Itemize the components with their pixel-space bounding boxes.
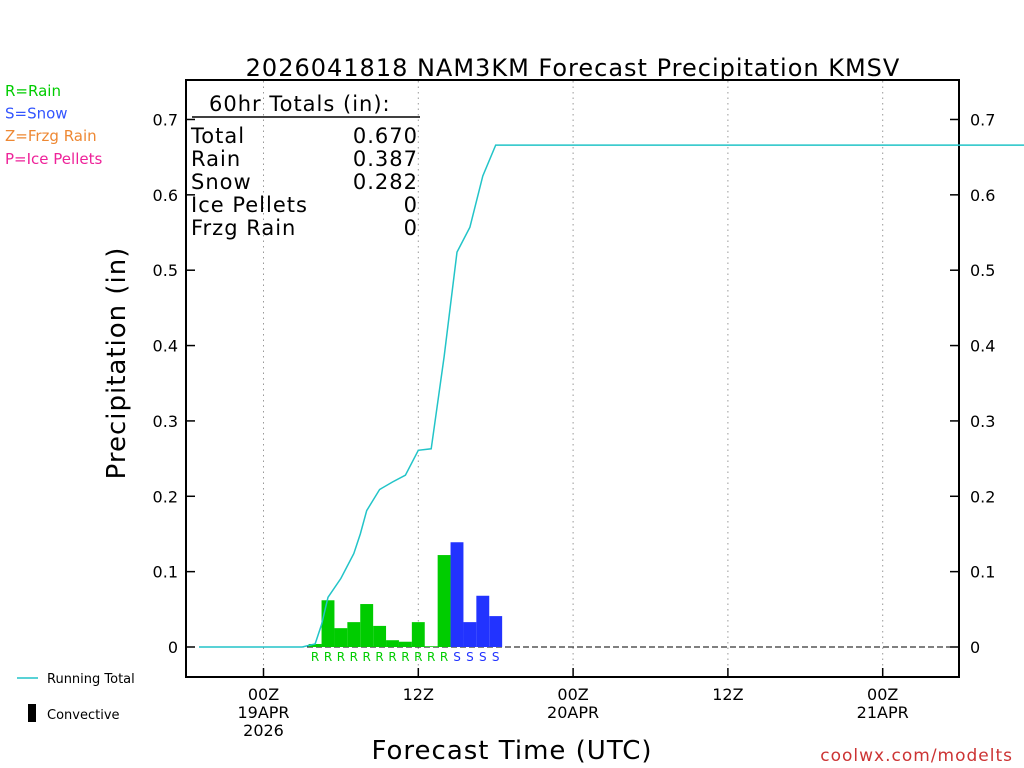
precip-bar	[424, 646, 438, 647]
precip-bar	[476, 595, 490, 647]
convective-legend-label: Convective	[47, 708, 120, 723]
precip-type-marker: R	[311, 650, 319, 664]
y-tick-label-right: 0.2	[970, 487, 995, 506]
y-tick-label-right: 0.7	[970, 110, 995, 129]
x-tick-label: 00Z	[248, 685, 279, 704]
totals-row-value: 0	[404, 193, 418, 217]
precip-bar	[334, 628, 348, 647]
totals-row-value: 0	[404, 216, 418, 240]
x-axis-label: Forecast Time (UTC)	[371, 736, 652, 766]
precip-bar	[489, 616, 503, 647]
legend-type-label: S=Snow	[5, 105, 68, 123]
y-axis-label: Precipitation (in)	[102, 247, 132, 480]
running-total-series	[199, 144, 1024, 648]
running-total-legend: Running Total	[17, 672, 135, 687]
precip-bar	[347, 622, 361, 647]
totals-row-value: 0.670	[353, 124, 418, 148]
x-tick-label: 21APR	[857, 703, 909, 722]
watermark: coolwx.com/modelts	[820, 746, 1013, 766]
y-tick-label-left: 0.3	[153, 412, 178, 431]
precip-type-marker: R	[388, 650, 396, 664]
y-tick-label-left: 0.2	[153, 487, 178, 506]
totals-row-label: Ice Pellets	[191, 193, 308, 217]
precip-type-marker: R	[363, 650, 371, 664]
totals-row-value: 0.387	[353, 147, 418, 171]
totals-box: 60hr Totals (in): Total 0.670 Rain 0.387 Sno…	[190, 92, 420, 240]
x-tick-label: 00Z	[557, 685, 588, 704]
precip-type-marker: R	[350, 650, 358, 664]
precip-bar	[321, 600, 335, 647]
y-tick-label-left: 0.7	[153, 110, 178, 129]
running-total-line	[199, 144, 1024, 648]
convective-legend: Convective	[28, 704, 120, 723]
y-axis-ticks: 0 00.1 0.10.2 0.20.3 0.30.4 0.40.5 0.50.6 0.60.…	[153, 110, 996, 657]
y-tick-label-right: 0	[970, 638, 980, 657]
y-tick-label-right: 0.1	[970, 563, 995, 582]
x-tick-label: 12Z	[403, 685, 434, 704]
y-tick-label-left: 0.5	[153, 261, 178, 280]
y-tick-label-right: 0.3	[970, 412, 995, 431]
precip-type-marker: S	[492, 650, 500, 664]
plot-frame	[185, 79, 960, 678]
y-tick-label-right: 0.6	[970, 186, 995, 205]
precip-type-marker: R	[440, 650, 448, 664]
precip-type-marker: R	[401, 650, 409, 664]
totals-row-label: Rain	[191, 147, 241, 171]
precip-type-marker: R	[427, 650, 435, 664]
chart-title: 2026041818 NAM3KM Forecast Precipitation…	[246, 54, 901, 82]
precip-bar	[308, 643, 322, 647]
precip-bar	[411, 622, 425, 647]
precip-bar	[450, 542, 464, 647]
precip-bar	[386, 640, 399, 647]
running-total-legend-label: Running Total	[47, 672, 135, 687]
y-tick-label-right: 0.5	[970, 261, 995, 280]
y-tick-label-left: 0.1	[153, 563, 178, 582]
legend-type-label: P=Ice Pellets	[5, 150, 102, 168]
precip-type-marker: R	[375, 650, 383, 664]
precip-type-marker: S	[479, 650, 487, 664]
x-tick-label: 2026	[243, 721, 284, 740]
totals-row-label: Snow	[191, 170, 252, 194]
precip-type-marker: S	[466, 650, 474, 664]
grid-lines	[199, 81, 959, 676]
precip-type-marker: R	[414, 650, 422, 664]
y-tick-label-left: 0	[168, 638, 178, 657]
y-tick-label-left: 0.4	[153, 337, 178, 356]
precip-bars	[308, 542, 503, 647]
precip-bar	[398, 641, 412, 647]
convective-legend-swatch	[28, 704, 36, 722]
precip-bar	[437, 555, 451, 647]
totals-row-label: Frzg Rain	[191, 216, 296, 240]
precip-type-marker: S	[453, 650, 461, 664]
totals-row-value: 0.282	[353, 170, 418, 194]
x-tick-label: 20APR	[547, 703, 599, 722]
y-tick-label-right: 0.4	[970, 337, 995, 356]
x-tick-label: 19APR	[237, 703, 289, 722]
precip-type-marker: R	[337, 650, 345, 664]
totals-row-label: Total	[190, 124, 245, 148]
x-tick-label: 00Z	[867, 685, 898, 704]
precip-bar	[463, 622, 477, 647]
precip-type-marker: R	[324, 650, 332, 664]
legend-type-label: R=Rain	[5, 82, 61, 100]
legend-type-label: Z=Frzg Rain	[5, 127, 97, 145]
y-tick-label-left: 0.6	[153, 186, 178, 205]
precip-bar	[360, 604, 374, 647]
precip-type-legend: R=Rain S=Snow Z=Frzg Rain P=Ice Pellets	[5, 82, 102, 168]
x-tick-label: 12Z	[712, 685, 743, 704]
precip-bar	[373, 625, 387, 647]
totals-header: 60hr Totals (in):	[209, 92, 391, 116]
